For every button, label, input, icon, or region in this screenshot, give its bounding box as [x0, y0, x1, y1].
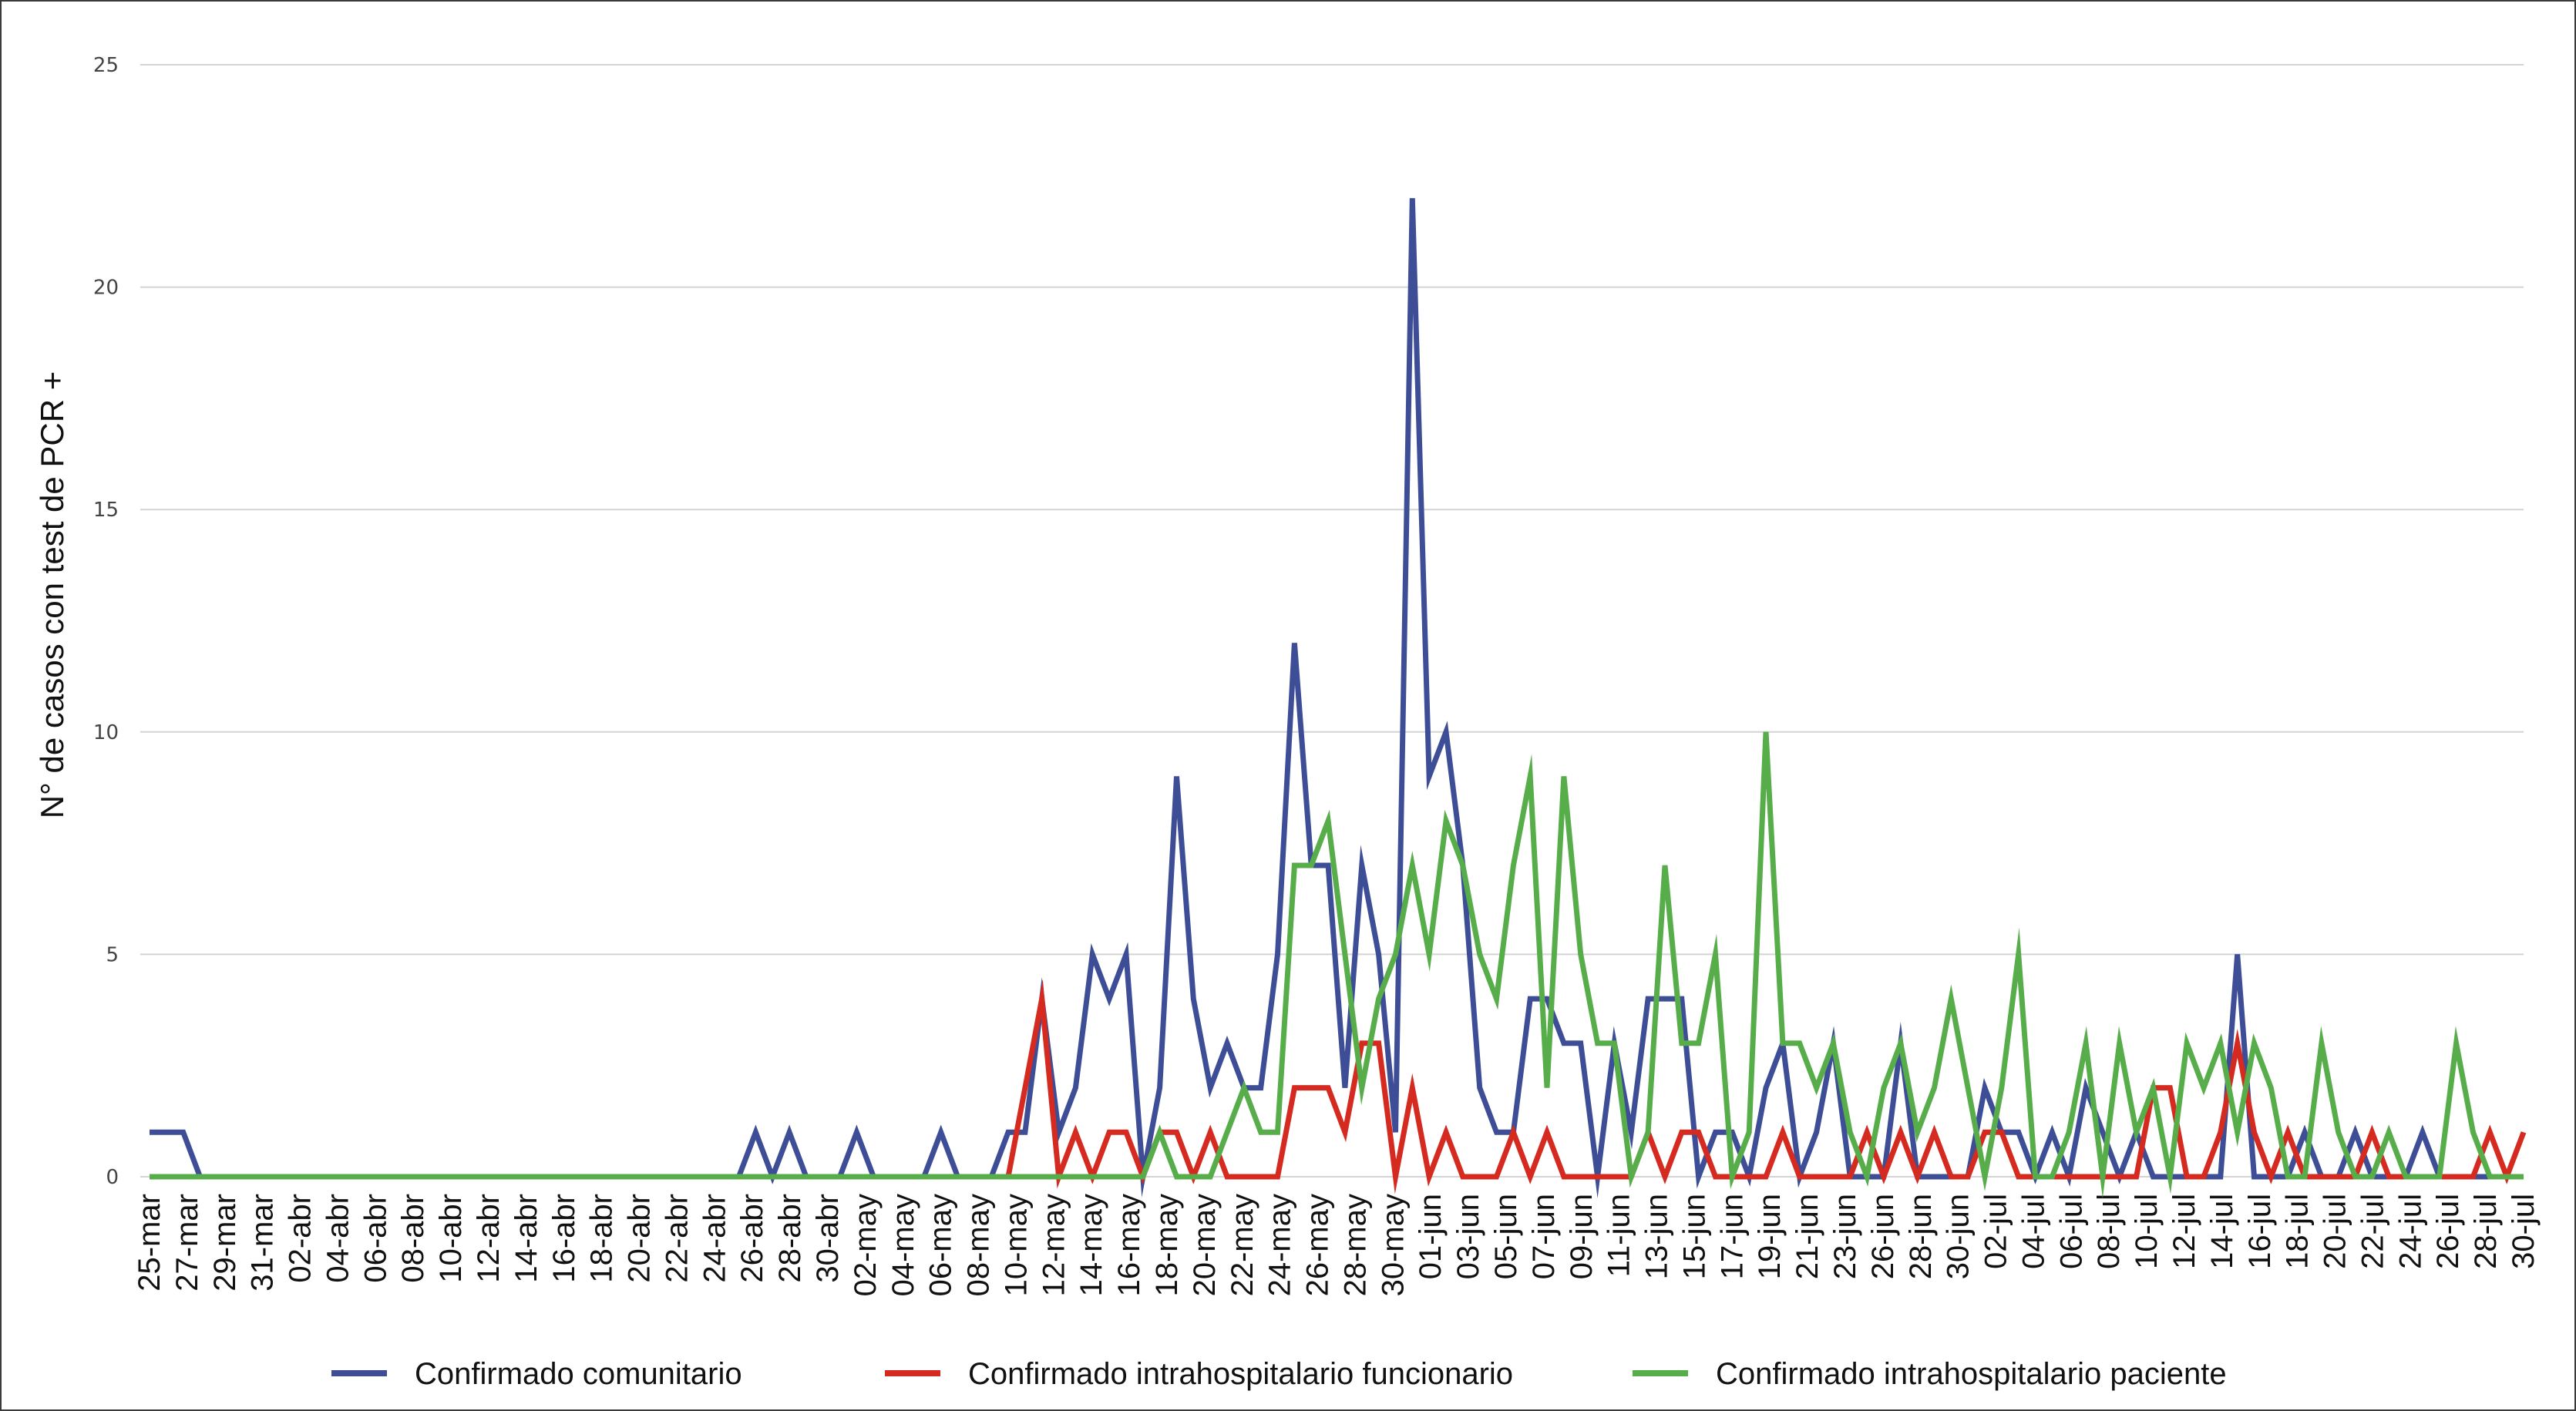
- legend-label: Confirmado comunitario: [415, 1357, 742, 1391]
- x-tick-label: 18-may: [1150, 1194, 1184, 1296]
- x-tick-label: 28-jun: [1904, 1194, 1938, 1279]
- legend-label: Confirmado intrahospitalario paciente: [1716, 1357, 2227, 1391]
- x-tick-label: 02-jul: [1979, 1194, 2013, 1269]
- x-tick-label: 17-jun: [1715, 1194, 1749, 1279]
- x-tick-label: 16-jul: [2243, 1194, 2277, 1269]
- series-lines: [150, 198, 2527, 1199]
- x-tick-label: 12-abr: [472, 1194, 506, 1283]
- gridlines: [140, 64, 2524, 1178]
- x-tick-label: 26-abr: [735, 1194, 769, 1283]
- x-tick-label: 10-jul: [2130, 1194, 2164, 1269]
- x-tick-label: 26-jun: [1866, 1194, 1900, 1279]
- x-tick-label: 10-abr: [434, 1194, 468, 1283]
- x-tick-label: 26-jul: [2431, 1194, 2465, 1269]
- x-tick-label: 23-jun: [1828, 1194, 1862, 1279]
- x-tick-label: 22-abr: [660, 1194, 694, 1283]
- x-tick-label: 22-may: [1226, 1194, 1259, 1296]
- x-tick-label: 13-jun: [1640, 1194, 1674, 1279]
- x-tick-label: 29-mar: [208, 1194, 242, 1292]
- y-tick-label: 0: [106, 1166, 119, 1189]
- x-tick-label: 12-jul: [2167, 1194, 2201, 1269]
- y-tick-label: 5: [106, 943, 119, 966]
- x-tick-label: 24-abr: [698, 1194, 731, 1283]
- x-tick-label: 14-may: [1074, 1194, 1108, 1296]
- series-line-3: [150, 731, 2524, 1199]
- x-tick-label: 09-jun: [1565, 1194, 1599, 1279]
- x-tick-label: 28-may: [1338, 1194, 1372, 1296]
- x-tick-label: 21-jun: [1791, 1194, 1824, 1279]
- y-tick-label: 15: [93, 499, 119, 522]
- legend: Confirmado comunitario Confirmado intraho…: [331, 1357, 2227, 1391]
- x-tick-label: 03-jun: [1451, 1194, 1485, 1279]
- x-tick-label: 14-abr: [509, 1194, 543, 1283]
- x-tick-label: 30-jun: [1942, 1194, 1976, 1279]
- x-tick-label: 06-abr: [358, 1194, 392, 1283]
- x-tick-label: 08-may: [962, 1194, 996, 1296]
- legend-item: Confirmado intrahospitalario funcionario: [885, 1357, 1513, 1391]
- legend-label: Confirmado intrahospitalario funcionario: [968, 1357, 1513, 1391]
- legend-item: Confirmado intrahospitalario paciente: [1633, 1357, 2227, 1391]
- x-tick-label: 10-may: [999, 1194, 1033, 1296]
- x-tick-label: 07-jun: [1527, 1194, 1561, 1279]
- x-tick-label: 30-jul: [2507, 1194, 2541, 1269]
- y-axis-label: N° de casos con test de PCR +: [34, 371, 70, 819]
- legend-item: Confirmado comunitario: [331, 1357, 742, 1391]
- x-tick-label: 20-jul: [2319, 1194, 2352, 1269]
- x-tick-label: 20-abr: [623, 1194, 657, 1283]
- x-tick-label: 22-jul: [2356, 1194, 2389, 1269]
- x-tick-label: 31-mar: [246, 1194, 280, 1292]
- y-tick-label: 10: [93, 721, 119, 744]
- x-tick-label: 11-jun: [1602, 1194, 1636, 1277]
- series-line-1: [150, 198, 2524, 1198]
- x-tick-label: 16-may: [1112, 1194, 1146, 1296]
- x-tick-label: 30-abr: [811, 1194, 845, 1283]
- x-tick-label: 05-jun: [1489, 1194, 1523, 1279]
- x-tick-label: 30-may: [1376, 1194, 1410, 1296]
- x-tick-label: 26-may: [1301, 1194, 1335, 1296]
- y-tick-labels: 0 5 10 15 20 25: [93, 54, 119, 1189]
- x-tick-label: 08-abr: [396, 1194, 430, 1283]
- x-tick-label: 27-mar: [170, 1194, 204, 1292]
- x-tick-label: 06-jul: [2054, 1194, 2088, 1269]
- x-tick-label: 02-abr: [284, 1194, 318, 1283]
- x-tick-labels: 25-mar 27-mar 29-mar 31-mar 02-abr 04-abr 06-a…: [133, 1194, 2541, 1296]
- x-tick-label: 16-abr: [547, 1194, 581, 1283]
- x-tick-label: 04-may: [886, 1194, 920, 1296]
- x-tick-label: 08-jul: [2092, 1194, 2126, 1269]
- x-tick-label: 28-abr: [773, 1194, 807, 1283]
- x-tick-label: 18-abr: [585, 1194, 619, 1283]
- x-tick-label: 25-mar: [133, 1194, 166, 1292]
- x-tick-label: 20-may: [1188, 1194, 1222, 1296]
- x-tick-label: 04-abr: [321, 1194, 355, 1283]
- x-tick-label: 12-may: [1037, 1194, 1071, 1296]
- x-tick-label: 18-jul: [2281, 1194, 2315, 1269]
- x-tick-label: 02-may: [849, 1194, 883, 1296]
- x-tick-label: 14-jul: [2205, 1194, 2239, 1269]
- y-tick-label: 25: [93, 54, 119, 77]
- x-tick-label: 04-jul: [2016, 1194, 2050, 1269]
- x-tick-label: 06-may: [924, 1194, 958, 1296]
- x-tick-label: 15-jun: [1677, 1194, 1711, 1279]
- y-tick-label: 20: [93, 277, 119, 300]
- x-tick-label: 28-jul: [2469, 1194, 2503, 1269]
- x-tick-label: 24-may: [1263, 1194, 1297, 1296]
- x-tick-label: 01-jun: [1414, 1194, 1448, 1279]
- x-tick-label: 19-jun: [1753, 1194, 1787, 1279]
- x-tick-label: 24-jul: [2393, 1194, 2427, 1269]
